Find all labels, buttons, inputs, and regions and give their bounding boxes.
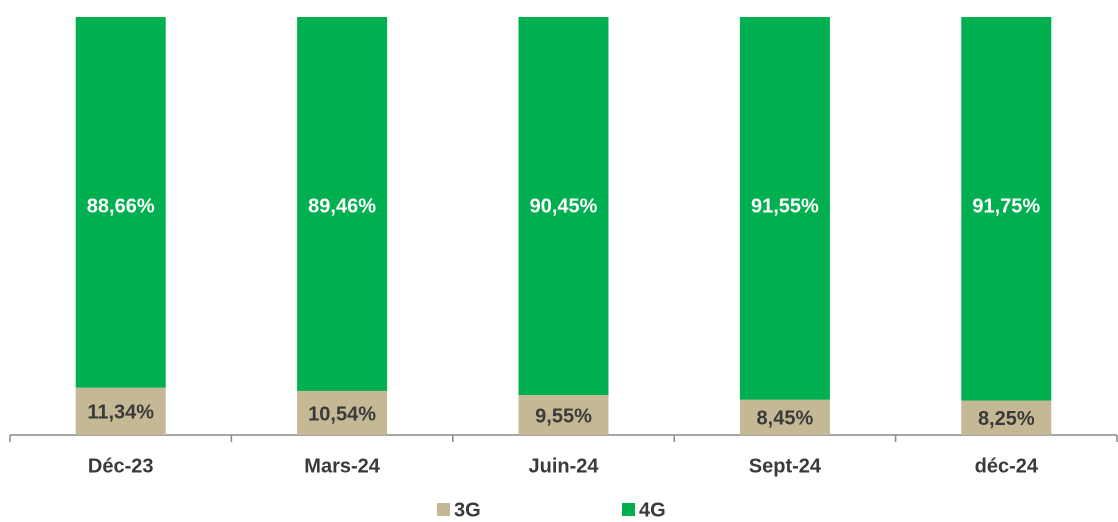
x-tick-label: Sept-24 <box>749 455 822 477</box>
data-label: 88,66% <box>87 195 155 217</box>
data-label: 9,55% <box>535 405 592 427</box>
x-tick-label: Mars-24 <box>304 455 380 477</box>
bar-segment <box>739 17 830 400</box>
data-label: 8,45% <box>757 408 814 430</box>
data-label: 10,54% <box>308 403 376 425</box>
x-tick-label: Juin-24 <box>528 455 599 477</box>
legend-label: 4G <box>639 499 666 521</box>
x-tick-label: déc-24 <box>975 455 1039 477</box>
x-tick-label: Déc-23 <box>88 455 154 477</box>
data-label: 89,46% <box>308 195 376 217</box>
bar-segment <box>297 17 388 391</box>
data-label: 91,75% <box>972 195 1040 217</box>
bar-segment <box>739 399 830 435</box>
legend-label: 3G <box>454 499 481 521</box>
bar-segment <box>75 387 166 435</box>
legend-swatch <box>622 503 635 516</box>
legend-swatch <box>437 503 450 516</box>
bar-segment <box>518 395 609 435</box>
data-label: 11,34% <box>87 402 154 424</box>
bar-segment <box>961 400 1052 435</box>
bar-segment <box>297 390 388 435</box>
data-label: 8,25% <box>978 408 1035 430</box>
data-label: 90,45% <box>530 195 598 217</box>
bar-segment <box>961 17 1052 401</box>
bar-segment <box>518 17 609 396</box>
data-label: 91,55% <box>751 195 819 217</box>
bar-segment <box>75 17 166 388</box>
